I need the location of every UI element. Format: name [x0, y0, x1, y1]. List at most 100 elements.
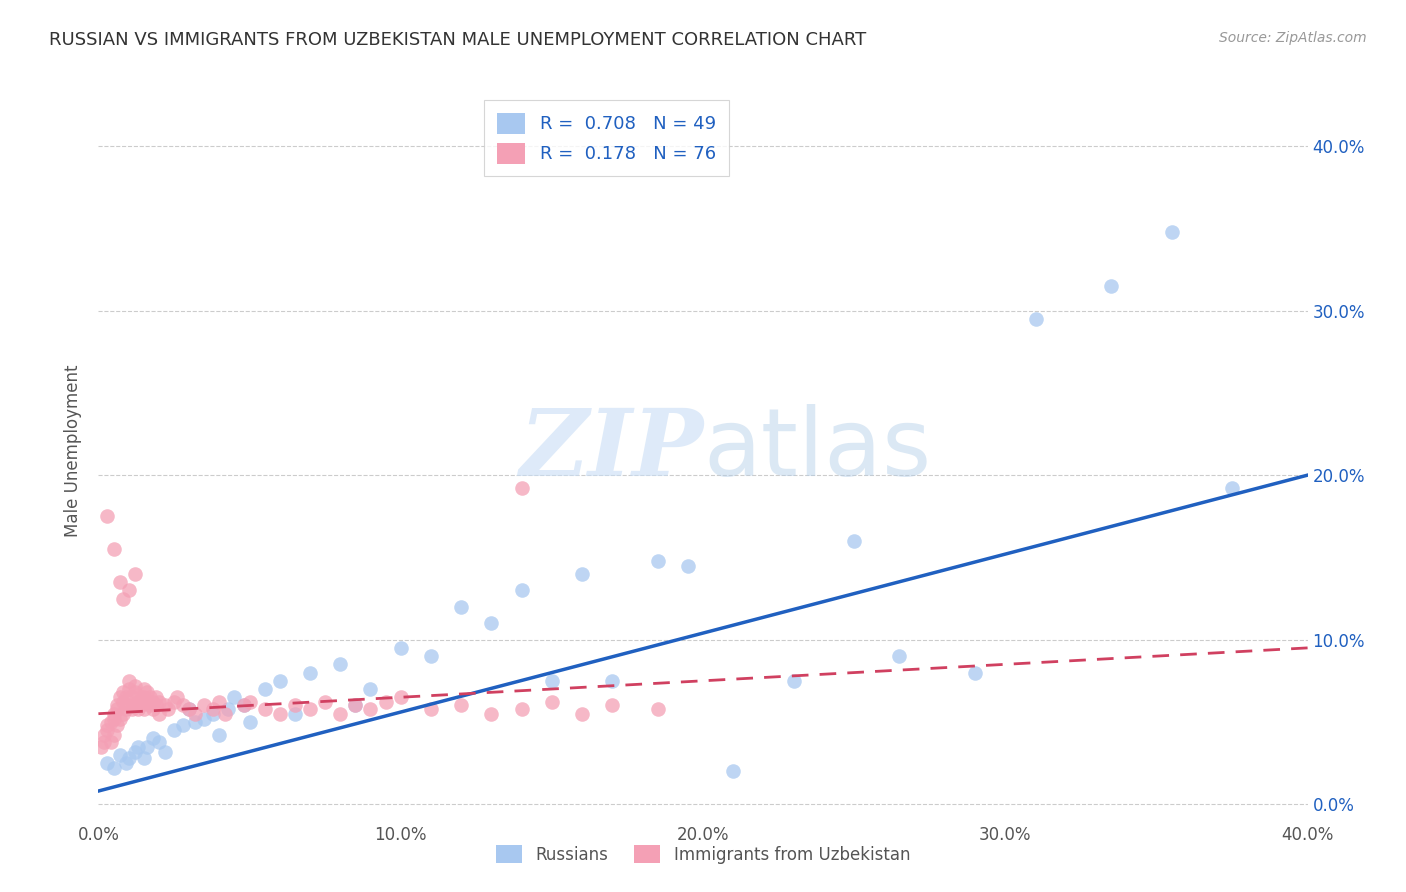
- Point: [360, 681, 382, 696]
- Point: [420, 702, 443, 716]
- Point: [571, 566, 593, 581]
- Point: [118, 673, 141, 688]
- Point: [139, 698, 162, 713]
- Point: [129, 698, 152, 713]
- Point: [540, 695, 562, 709]
- Point: [510, 481, 533, 495]
- Point: [184, 706, 207, 721]
- Point: [156, 702, 179, 716]
- Point: [132, 702, 155, 716]
- Point: [124, 566, 146, 581]
- Point: [142, 731, 165, 746]
- Point: [135, 739, 157, 754]
- Point: [118, 698, 141, 713]
- Point: [145, 690, 167, 705]
- Point: [389, 640, 412, 655]
- Point: [96, 756, 118, 770]
- Point: [540, 673, 562, 688]
- Point: [111, 685, 134, 699]
- Point: [132, 681, 155, 696]
- Point: [374, 695, 396, 709]
- Point: [647, 554, 669, 568]
- Point: [783, 673, 806, 688]
- Point: [344, 698, 367, 713]
- Point: [139, 690, 162, 705]
- Legend: Russians, Immigrants from Uzbekistan: Russians, Immigrants from Uzbekistan: [489, 838, 917, 871]
- Point: [114, 756, 136, 770]
- Point: [105, 702, 128, 716]
- Point: [108, 690, 131, 705]
- Point: [571, 706, 593, 721]
- Point: [93, 734, 115, 748]
- Y-axis label: Male Unemployment: Male Unemployment: [65, 364, 83, 537]
- Point: [481, 616, 503, 631]
- Point: [1099, 279, 1122, 293]
- Point: [103, 712, 125, 726]
- Point: [129, 690, 152, 705]
- Point: [284, 706, 307, 721]
- Point: [723, 764, 745, 779]
- Point: [103, 728, 125, 742]
- Point: [108, 575, 131, 590]
- Point: [253, 702, 276, 716]
- Point: [179, 702, 201, 716]
- Point: [111, 591, 134, 606]
- Point: [135, 685, 157, 699]
- Point: [124, 685, 146, 699]
- Point: [108, 712, 131, 726]
- Point: [118, 751, 141, 765]
- Point: [1220, 481, 1243, 495]
- Point: [269, 673, 291, 688]
- Point: [163, 723, 186, 738]
- Point: [172, 698, 194, 713]
- Point: [360, 702, 382, 716]
- Text: RUSSIAN VS IMMIGRANTS FROM UZBEKISTAN MALE UNEMPLOYMENT CORRELATION CHART: RUSSIAN VS IMMIGRANTS FROM UZBEKISTAN MA…: [49, 31, 866, 49]
- Point: [100, 734, 122, 748]
- Point: [420, 649, 443, 664]
- Point: [217, 702, 239, 716]
- Point: [965, 665, 987, 680]
- Point: [108, 747, 131, 762]
- Point: [153, 745, 176, 759]
- Point: [676, 558, 699, 573]
- Point: [1160, 225, 1182, 239]
- Point: [208, 695, 231, 709]
- Point: [96, 723, 118, 738]
- Text: atlas: atlas: [703, 404, 931, 497]
- Point: [142, 695, 165, 709]
- Point: [103, 706, 125, 721]
- Point: [299, 665, 322, 680]
- Point: [148, 706, 170, 721]
- Point: [163, 695, 186, 709]
- Point: [510, 702, 533, 716]
- Point: [224, 690, 246, 705]
- Point: [239, 695, 262, 709]
- Point: [389, 690, 412, 705]
- Point: [135, 695, 157, 709]
- Point: [844, 533, 866, 548]
- Point: [193, 698, 215, 713]
- Point: [208, 728, 231, 742]
- Point: [124, 745, 146, 759]
- Legend: R =  0.708   N = 49, R =  0.178   N = 76: R = 0.708 N = 49, R = 0.178 N = 76: [484, 101, 728, 177]
- Point: [299, 702, 322, 716]
- Point: [132, 751, 155, 765]
- Point: [239, 714, 262, 729]
- Point: [153, 698, 176, 713]
- Point: [202, 702, 225, 716]
- Point: [184, 714, 207, 729]
- Point: [127, 702, 149, 716]
- Point: [253, 681, 276, 696]
- Point: [127, 739, 149, 754]
- Point: [121, 690, 143, 705]
- Point: [127, 695, 149, 709]
- Point: [124, 698, 146, 713]
- Point: [329, 706, 352, 721]
- Text: Source: ZipAtlas.com: Source: ZipAtlas.com: [1219, 31, 1367, 45]
- Point: [145, 698, 167, 713]
- Point: [148, 734, 170, 748]
- Point: [889, 649, 911, 664]
- Point: [481, 706, 503, 721]
- Point: [148, 695, 170, 709]
- Point: [103, 542, 125, 557]
